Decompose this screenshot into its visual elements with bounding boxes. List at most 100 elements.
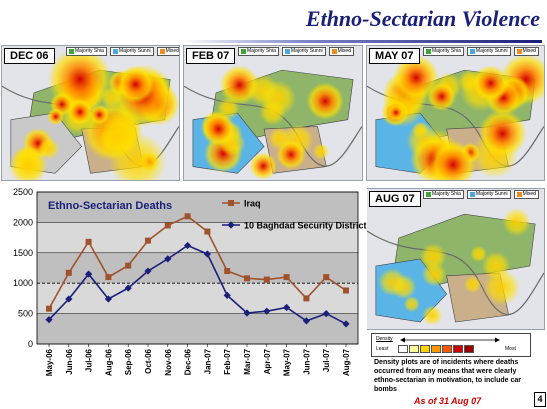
map-panel-aug-07: AUG 07 Majority Shia Majority Sunni Mixed — [366, 188, 545, 330]
density-swatch — [409, 345, 419, 353]
map-legend-item: Majority Shia — [423, 46, 464, 56]
legend-label: Majority Shia — [432, 48, 461, 54]
x-tick-label: Sep-06 — [124, 348, 133, 375]
violence-hotspot — [378, 267, 407, 297]
map-label: MAY 07 — [369, 48, 420, 64]
legend-swatch — [159, 48, 165, 54]
x-tick-label: Apr-07 — [263, 348, 272, 374]
violence-hotspot — [249, 152, 277, 180]
chart-title: Ethno-Sectarian Deaths — [48, 200, 173, 212]
map-legend-item: Mixed — [156, 46, 179, 56]
legend-label: Mixed — [522, 191, 536, 197]
map-label: FEB 07 — [186, 48, 236, 64]
map-legend-item: Majority Sunni — [466, 189, 511, 199]
map-legend-item: Mixed — [513, 189, 539, 199]
grid-band — [37, 283, 358, 314]
legend-swatch — [426, 191, 431, 197]
series-line-iraq — [48, 215, 347, 310]
map-legend-item: Majority Sunni — [281, 46, 326, 56]
legend-swatch — [426, 48, 431, 54]
grid-band — [37, 252, 358, 284]
density-legend: Density Least Most — [371, 333, 531, 357]
x-tick-label: Jun-06 — [65, 348, 74, 374]
x-tick-label: Jul-06 — [85, 348, 94, 372]
density-title: Density — [376, 336, 393, 342]
deaths-chart-svg: 0 500 1000 1500 2000 2500 May-06 Jun-06 Jul-06 Au… — [0, 183, 367, 409]
deaths-chart: 0 500 1000 1500 2000 2500 May-06 Jun-06 Jul-06 Au… — [0, 183, 367, 409]
x-tick-label: Aug-06 — [104, 348, 113, 376]
map-panel-feb-07: FEB 07 Majority Shia Majority Sunni Mixed — [183, 45, 363, 181]
violence-hotspot — [393, 54, 439, 101]
legend-swatch — [469, 48, 475, 54]
x-tick-label: Feb-07 — [223, 348, 232, 374]
y-tick-label: 0 — [28, 339, 33, 349]
data-point-iraq — [323, 274, 330, 281]
data-point-iraq — [204, 228, 211, 235]
data-point-baghdad — [203, 250, 211, 258]
data-point-iraq — [303, 295, 310, 302]
x-tick-label: Jun-07 — [302, 348, 311, 374]
map-panel-may-07: MAY 07 Majority Shia Majority Sunni Mixed — [366, 45, 545, 181]
y-tick-label: 1500 — [13, 248, 33, 258]
legend-label: 10 Baghdad Security Districts — [244, 221, 367, 231]
map-legend: Majority Shia Majority Sunni Mixed — [66, 46, 179, 56]
density-swatch — [431, 345, 441, 353]
legend-swatch — [241, 48, 246, 54]
legend-label: Majority Shia — [247, 48, 276, 54]
map-legend: Majority Shia Majority Sunni Mixed — [238, 46, 354, 56]
as-of-date: As of 31 Aug 07 — [414, 396, 482, 406]
page-number: 4 — [534, 392, 546, 407]
data-point-baghdad — [65, 295, 73, 303]
river-line — [367, 230, 544, 316]
violence-hotspot — [306, 82, 344, 120]
legend-label: Mixed — [522, 48, 536, 54]
map-legend: Majority Shia Majority Sunni Mixed — [423, 189, 539, 199]
density-most-label: Most — [505, 346, 516, 352]
map-legend-item: Majority Shia — [423, 189, 464, 199]
density-swatch — [398, 345, 408, 353]
data-point-baghdad — [283, 303, 291, 312]
legend-swatch — [516, 48, 522, 54]
x-tick-label: May-06 — [45, 348, 54, 376]
data-point-baghdad — [302, 317, 310, 325]
legend-label: Mixed — [337, 48, 351, 54]
data-point-iraq — [65, 269, 72, 276]
series-line-baghdad — [48, 244, 347, 325]
violence-hotspot — [472, 65, 509, 102]
data-point-iraq — [105, 274, 112, 281]
violence-hotspot — [313, 143, 330, 160]
violence-hotspot — [429, 141, 477, 180]
data-point-baghdad — [184, 241, 192, 250]
data-point-iraq — [164, 222, 171, 229]
violence-hotspot — [419, 243, 447, 271]
legend-swatch — [112, 48, 118, 54]
legend-label: Iraq — [244, 199, 261, 209]
violence-hotspot — [403, 295, 420, 313]
legend-label: Majority Sunni — [475, 191, 508, 197]
violence-hotspot — [93, 113, 139, 159]
x-tick-label: Nov-06 — [164, 348, 173, 375]
violence-hotspot — [8, 146, 48, 180]
y-tick-label: 1000 — [13, 278, 33, 288]
data-point-iraq — [145, 237, 151, 244]
legend-label: Majority Shia — [75, 48, 104, 54]
grid-band — [37, 313, 358, 344]
density-least-label: Least — [376, 346, 389, 352]
map-legend: Majority Shia Majority Sunni Mixed — [423, 46, 539, 56]
data-point-iraq — [224, 268, 231, 275]
data-point-iraq — [343, 287, 349, 294]
footnote: Density plots are of incidents where dea… — [374, 359, 522, 393]
heatmap-dec-06 — [2, 46, 179, 180]
heatmap-may-07 — [367, 46, 544, 180]
legend-label: Majority Sunni — [290, 48, 323, 54]
x-tick-label: Dec-06 — [184, 348, 193, 375]
x-tick-label: Mar-07 — [243, 348, 252, 374]
violence-hotspot — [260, 80, 297, 117]
y-tick-label: 2500 — [13, 187, 33, 197]
heatmap-aug-07 — [367, 189, 544, 329]
map-legend-item: Majority Shia — [66, 46, 107, 56]
data-point-baghdad — [243, 309, 251, 317]
data-point-iraq — [283, 274, 290, 281]
data-point-iraq — [85, 238, 92, 245]
